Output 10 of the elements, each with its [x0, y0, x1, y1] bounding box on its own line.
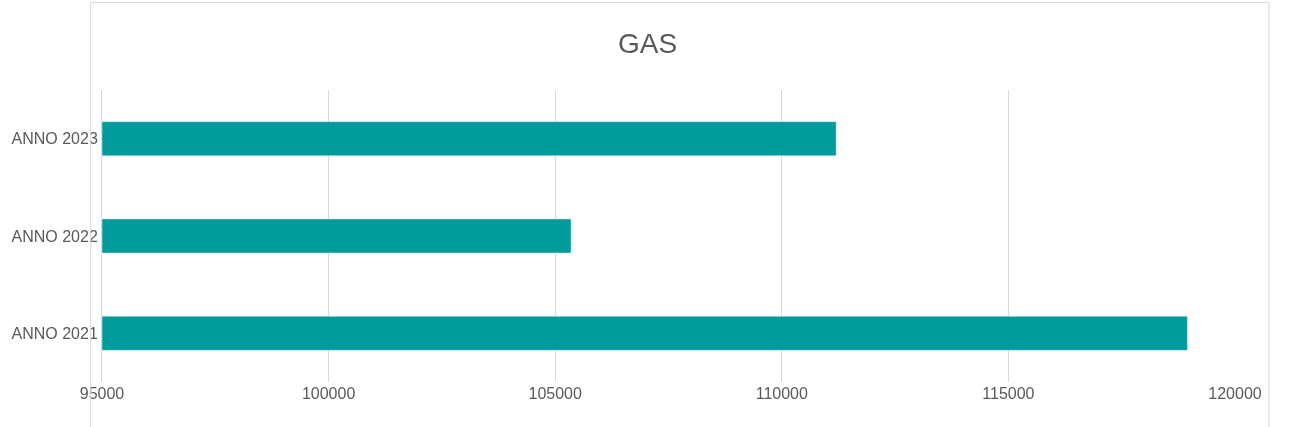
y-tick-label: ANNO 2021	[11, 324, 98, 342]
x-tick-label: 95000	[79, 385, 125, 402]
chart-title: GAS	[617, 27, 678, 59]
x-tick-label: 105000	[528, 385, 582, 402]
x-tick-label: 120000	[1208, 385, 1262, 402]
x-tick-label: 115000	[982, 385, 1035, 402]
y-tick-label: ANNO 2022	[11, 227, 98, 245]
y-tick-label: ANNO 2023	[11, 130, 98, 148]
x-tick-label: 100000	[301, 385, 356, 402]
x-tick-label: 110000	[755, 385, 808, 402]
